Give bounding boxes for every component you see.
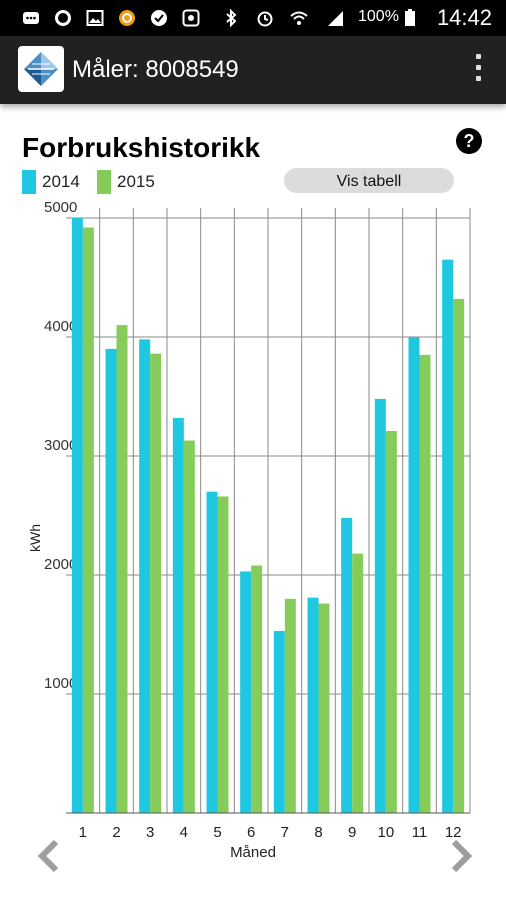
show-table-button[interactable]: Vis tabell [284, 168, 454, 193]
bar-2014-7 [273, 630, 285, 813]
bar-2014-3 [139, 339, 151, 813]
clock: 14:42 [436, 5, 492, 30]
bar-2014-10 [374, 398, 386, 813]
bar-2015-8 [318, 603, 330, 813]
x-tick-label: 4 [180, 824, 188, 841]
signal-icon [328, 11, 343, 26]
alarm-icon [257, 11, 273, 27]
bar-2014-1 [71, 218, 83, 813]
bar-2015-3 [150, 353, 162, 813]
bar-2015-4 [183, 440, 195, 813]
photo-icon [182, 9, 200, 27]
bar-2015-6 [251, 565, 263, 813]
circle-icon [55, 10, 71, 26]
legend-label-2014: 2014 [42, 172, 80, 191]
bar-2014-8 [307, 597, 319, 813]
bar-2015-5 [217, 496, 229, 813]
x-tick-label: 1 [79, 824, 87, 841]
app-bar: Måler: 8008549 [0, 36, 506, 104]
x-axis-title: Måned [230, 844, 276, 861]
bar-2015-2 [116, 325, 128, 813]
y-tick-label: 2000 [44, 556, 77, 573]
bar-2014-2 [105, 348, 117, 813]
bar-2014-6 [240, 571, 252, 813]
app-logo-icon [18, 46, 64, 92]
bar-2015-11 [419, 354, 431, 813]
help-icon[interactable]: ? [456, 128, 482, 154]
status-bar: 100% 14:42 [0, 0, 506, 36]
page-title: Forbrukshistorikk [22, 132, 261, 163]
x-tick-label: 10 [377, 824, 394, 841]
app-title: Måler: 8008549 [72, 56, 239, 83]
bar-2015-12 [453, 298, 465, 813]
bar-2014-4 [172, 417, 184, 813]
image-icon [86, 10, 104, 26]
bar-2015-7 [284, 598, 296, 813]
bar-2015-9 [352, 553, 364, 813]
y-tick-label: 4000 [44, 318, 77, 335]
x-tick-label: 6 [247, 824, 255, 841]
bar-2015-1 [82, 227, 94, 813]
battery-percent: 100% [358, 8, 399, 25]
y-tick-label: 5000 [44, 199, 77, 216]
overflow-menu-icon[interactable] [474, 54, 484, 86]
chevron-left-icon[interactable] [34, 836, 64, 876]
x-tick-label: 9 [348, 824, 356, 841]
y-tick-label: 1000 [44, 675, 77, 692]
legend-label-2015: 2015 [117, 172, 155, 191]
bar-2014-5 [206, 491, 218, 813]
x-tick-label: 3 [146, 824, 154, 841]
app-icon [119, 10, 135, 26]
bar-2015-10 [385, 431, 397, 813]
bar-2014-9 [341, 517, 353, 813]
x-tick-label: 5 [213, 824, 221, 841]
legend-swatch-2015 [97, 170, 111, 194]
legend-swatch-2014 [22, 170, 36, 194]
x-tick-label: 2 [112, 824, 120, 841]
x-tick-label: 8 [314, 824, 322, 841]
bar-2014-11 [408, 337, 420, 813]
bar-2014-12 [442, 259, 454, 813]
x-tick-label: 12 [445, 824, 462, 841]
y-axis-title: kWh [27, 524, 43, 552]
x-tick-label: 7 [281, 824, 289, 841]
message-icon [23, 12, 39, 24]
chevron-right-icon[interactable] [446, 836, 476, 876]
y-tick-label: 3000 [44, 437, 77, 454]
check-icon [151, 10, 167, 26]
wifi-icon [290, 11, 308, 25]
battery-icon [405, 9, 415, 26]
x-tick-label: 11 [412, 824, 428, 841]
bluetooth-icon [226, 9, 237, 27]
